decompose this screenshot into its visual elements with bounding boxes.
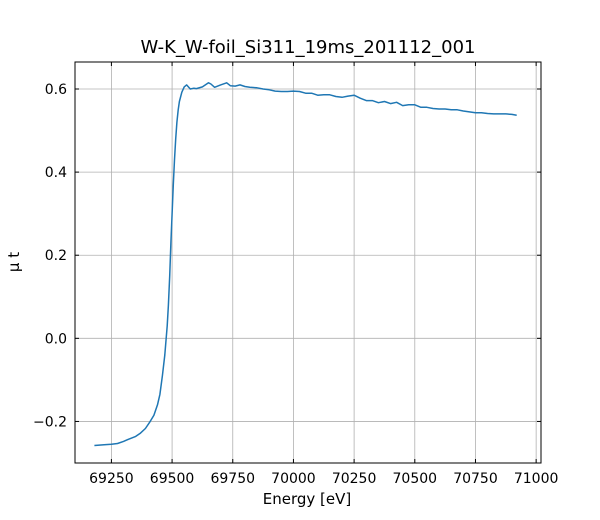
y-tick-label: 0.4 bbox=[45, 165, 67, 181]
x-tick-label: 70250 bbox=[332, 471, 377, 487]
y-axis-label: μ t bbox=[5, 252, 23, 272]
x-tick-label: 71000 bbox=[514, 471, 559, 487]
grid bbox=[75, 62, 541, 463]
x-axis-label: Energy [eV] bbox=[263, 490, 351, 508]
chart-title: W-K_W-foil_Si311_19ms_201112_001 bbox=[141, 37, 476, 58]
plot-frame bbox=[74, 61, 542, 464]
x-tick-label: 70500 bbox=[393, 471, 438, 487]
spectrum-line bbox=[94, 82, 517, 447]
series-layer bbox=[94, 82, 517, 447]
axis-ticks: 69250 69500 69750 70000 70250 70500 70750 71000… bbox=[33, 62, 558, 487]
x-tick-label: 69250 bbox=[89, 471, 134, 487]
y-tick-label: −0.2 bbox=[33, 414, 67, 430]
x-tick-label: 70000 bbox=[271, 471, 316, 487]
y-tick-label: 0.6 bbox=[45, 82, 67, 98]
x-tick-label: 69750 bbox=[210, 471, 255, 487]
y-tick-label: 0.2 bbox=[45, 248, 67, 264]
x-tick-label: 69500 bbox=[150, 471, 195, 487]
x-tick-label: 70750 bbox=[453, 471, 498, 487]
y-tick-label: 0.0 bbox=[45, 331, 67, 347]
